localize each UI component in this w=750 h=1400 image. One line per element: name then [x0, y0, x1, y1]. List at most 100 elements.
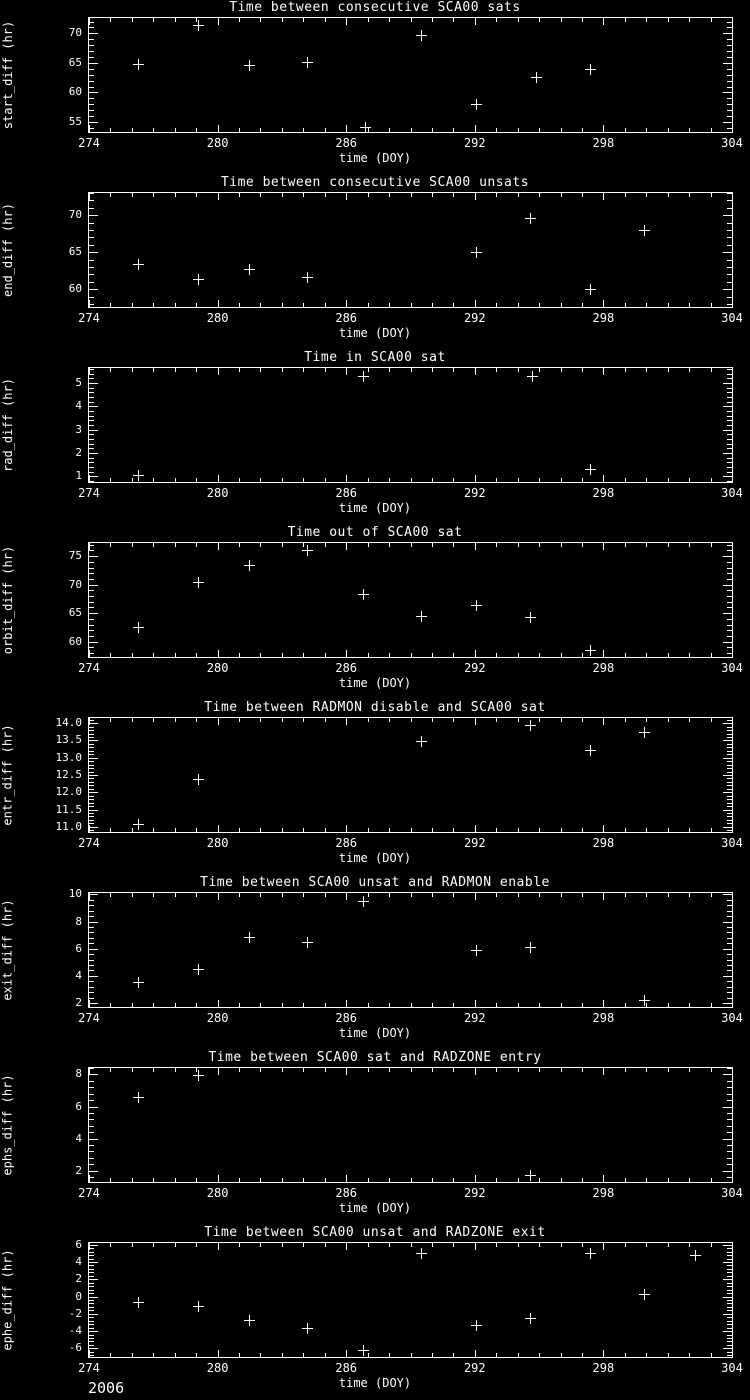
x-tick-label: 274: [78, 486, 100, 500]
y-tick: [89, 590, 94, 592]
y-tick: [89, 39, 94, 41]
x-tick: [260, 478, 262, 482]
x-tick: [260, 1178, 262, 1182]
y-tick: [89, 768, 94, 770]
y-tick: [727, 816, 732, 818]
data-point-marker: [638, 225, 650, 237]
x-tick: [89, 1350, 90, 1357]
x-tick: [603, 300, 605, 307]
y-tick: [89, 1262, 98, 1263]
x-tick: [710, 303, 712, 307]
y-tick: [723, 894, 732, 896]
y-tick: [727, 959, 732, 961]
x-axis-title: time (DOY): [338, 151, 412, 165]
x-tick: [560, 543, 562, 547]
x-tick: [260, 543, 262, 547]
data-point-marker: [192, 274, 204, 286]
y-tick: [727, 916, 732, 918]
x-tick-label: 280: [206, 136, 229, 150]
x-tick-label: 274: [78, 836, 100, 850]
x-tick: [196, 303, 198, 307]
x-tick: [239, 653, 241, 657]
x-tick: [131, 893, 133, 897]
data-point-marker: [132, 258, 144, 270]
x-tick: [539, 718, 541, 722]
x-tick: [324, 478, 326, 482]
y-tick: [727, 768, 732, 770]
y-tick: [727, 127, 732, 129]
y-tick-labels: -6 -4 -2 0 2 4 6: [0, 1239, 86, 1358]
x-tick-label: 292: [463, 311, 486, 325]
x-tick: [389, 1353, 391, 1357]
x-tick: [539, 193, 541, 197]
x-tick: [517, 303, 519, 307]
y-tick-label: 2: [75, 995, 82, 1009]
y-tick: [89, 653, 94, 654]
x-tick: [581, 478, 583, 482]
y-tick: [89, 899, 94, 901]
x-tick: [303, 303, 305, 307]
x-tick: [667, 368, 669, 372]
y-tick: [89, 1327, 94, 1329]
y-tick: [89, 992, 94, 994]
y-tick: [89, 1320, 94, 1322]
x-tick: [646, 653, 648, 657]
y-tick-label: -4: [68, 1324, 82, 1338]
x-tick: [281, 653, 283, 657]
x-tick: [153, 1003, 155, 1007]
y-tick: [89, 411, 94, 413]
y-tick: [727, 480, 732, 482]
y-tick: [89, 561, 94, 563]
y-tick: [723, 740, 732, 742]
x-tick-label: 280: [206, 836, 229, 850]
x-tick: [131, 1003, 133, 1007]
x-tick: [303, 18, 305, 22]
y-tick-label: 4: [75, 1131, 82, 1145]
y-tick: [727, 110, 732, 112]
x-tick: [453, 1003, 455, 1007]
y-tick: [89, 1093, 94, 1095]
y-tick: [727, 550, 732, 552]
x-tick: [217, 718, 219, 725]
y-tick: [89, 771, 94, 773]
x-tick: [346, 1068, 348, 1075]
y-tick-label: 5: [75, 376, 82, 390]
y-tick: [727, 747, 732, 749]
y-tick: [727, 819, 732, 821]
x-tick-label: 298: [592, 486, 615, 500]
y-tick: [727, 596, 732, 597]
y-tick: [89, 1344, 94, 1346]
x-tick: [646, 1068, 648, 1072]
plot-panel: Time between SCA00 unsat and RADMON enab…: [0, 875, 750, 1050]
y-tick: [727, 578, 732, 580]
panel-title: Time out of SCA00 sat: [287, 525, 463, 540]
y-tick: [727, 561, 732, 563]
x-tick: [603, 718, 605, 725]
y-tick: [727, 207, 732, 209]
y-tick: [727, 1275, 732, 1277]
x-tick: [239, 368, 241, 372]
y-tick-label: -2: [68, 1306, 82, 1320]
x-tick: [474, 193, 476, 200]
x-tick: [474, 825, 476, 832]
data-point-marker: [585, 1247, 597, 1259]
x-tick: [217, 300, 219, 307]
x-tick: [303, 1353, 305, 1357]
x-tick: [324, 193, 326, 197]
y-tick: [727, 1300, 732, 1301]
y-tick: [89, 1125, 94, 1127]
x-tick: [89, 18, 90, 25]
x-tick: [410, 368, 412, 372]
y-tick-label: 11.0: [55, 819, 83, 833]
x-tick: [131, 303, 133, 307]
y-tick: [89, 27, 94, 29]
y-tick: [89, 737, 94, 738]
data-point-marker: [525, 212, 537, 224]
x-tick: [174, 1243, 176, 1247]
x-tick: [560, 893, 562, 897]
x-tick-labels: 274 280 286 292 298 304: [0, 836, 750, 852]
y-tick: [89, 1275, 94, 1277]
y-tick: [723, 33, 732, 35]
y-tick: [727, 771, 732, 773]
y-tick-label: 60: [68, 85, 82, 99]
